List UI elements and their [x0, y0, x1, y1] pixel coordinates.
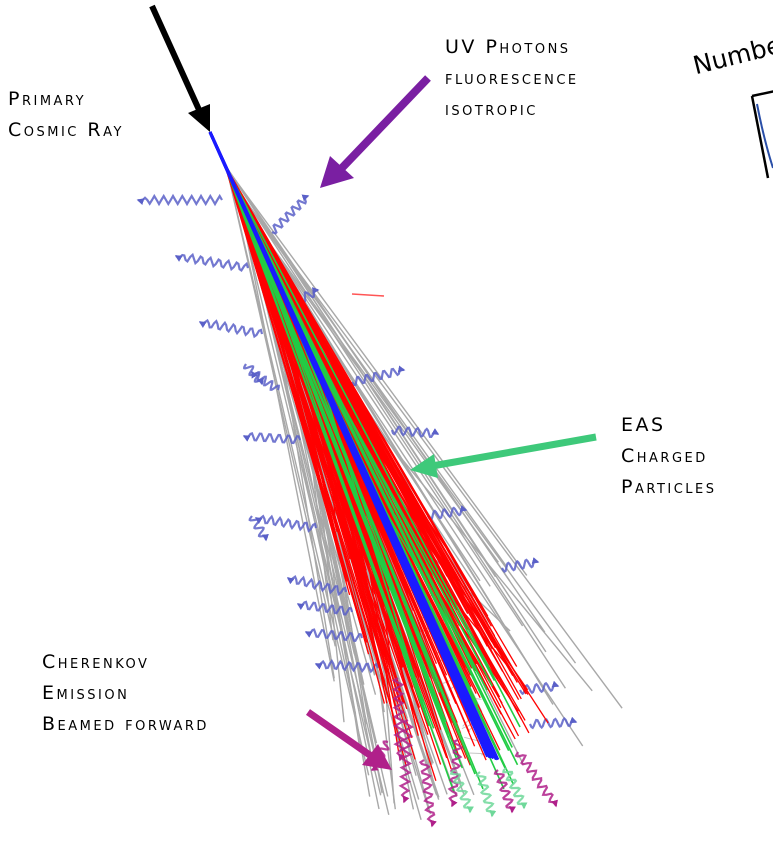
muon-track	[226, 170, 458, 759]
uv-photon	[271, 194, 310, 235]
uv-photon	[286, 575, 348, 597]
em-track	[227, 171, 489, 617]
uv-photons-label: UV Photons fluorescence isotropic	[445, 32, 579, 125]
uv-photon	[529, 716, 578, 730]
uv-photon	[198, 318, 264, 339]
em-track	[244, 210, 416, 760]
uv-photon	[304, 628, 364, 642]
muon-track	[223, 163, 435, 729]
neutral-track	[226, 170, 336, 647]
cherenkov-photon	[391, 677, 406, 762]
primary-label-line-1: Primary	[8, 88, 87, 110]
eas-label-line-3: Particles	[621, 476, 717, 498]
cherenkov-photon	[493, 769, 516, 814]
primary-arrow	[149, 4, 210, 132]
cherenkov-photon	[418, 759, 437, 828]
muon-track	[225, 167, 513, 748]
muon-track	[273, 274, 494, 687]
primary-cosmic-ray-label: Primary Cosmic Ray	[8, 84, 124, 146]
eas-charged-particles-label: EAS Charged Particles	[621, 410, 717, 503]
primary-label-line-2: Cosmic Ray	[8, 119, 124, 141]
muon-track	[284, 300, 496, 681]
neutral-track	[243, 208, 577, 664]
stray-track	[351, 293, 385, 297]
em-track	[366, 482, 519, 712]
uv-label-line-1: UV Photons	[445, 36, 571, 58]
muon-track	[302, 338, 440, 709]
uv-photon	[427, 505, 468, 522]
uv-photon	[351, 365, 406, 387]
uv-photon	[296, 600, 354, 616]
uv-photon	[136, 193, 223, 207]
muon-track	[238, 196, 484, 790]
cherenkov-label-line-3: Beamed forward	[42, 713, 209, 735]
cherenkov-photon	[447, 738, 464, 808]
uv-photon	[174, 252, 250, 272]
em-track	[227, 171, 386, 682]
neutral-track	[223, 163, 497, 578]
uv-photon	[501, 557, 540, 574]
neutral-track	[226, 170, 370, 776]
cherenkov-photon	[449, 769, 474, 814]
uv-photon-wiggles	[136, 193, 578, 730]
cherenkov-label-line-2: Emission	[42, 682, 130, 704]
cherenkov-photon	[475, 771, 497, 818]
cherenkov-photon	[514, 751, 558, 808]
uv-photon	[242, 432, 302, 445]
uv-photon	[519, 680, 560, 696]
uv-photon	[390, 425, 440, 439]
neutral-track	[233, 185, 382, 796]
eas-arrow	[410, 433, 597, 478]
eas-label-line-2: Charged	[621, 445, 708, 467]
uv-photon	[314, 658, 380, 674]
cherenkov-photon	[502, 767, 528, 810]
cherenkov-photon	[398, 719, 414, 804]
cherenkov-label-line-1: Cherenkov	[42, 651, 150, 673]
uv-label-line-2: fluorescence	[445, 67, 579, 89]
uv-label-line-3: isotropic	[445, 98, 538, 120]
uv-photon	[248, 515, 269, 542]
muon-track	[263, 253, 519, 766]
hadron-track	[208, 131, 499, 761]
neutral-track	[228, 174, 566, 689]
uv-photon	[243, 363, 265, 386]
em-track	[224, 164, 419, 724]
plot-frame-fragment	[750, 90, 773, 179]
uv-arrow	[320, 75, 431, 188]
cherenkov-emission-label: Cherenkov Emission Beamed forward	[42, 647, 209, 740]
muon-track	[223, 164, 521, 728]
cherenkov-photon-wiggles	[370, 677, 558, 828]
neutral-track	[240, 200, 524, 627]
hadronic-core-tracks	[208, 131, 500, 761]
cherenkov-arrow	[305, 709, 392, 770]
eas-label-line-1: EAS	[621, 414, 666, 436]
uv-photon	[254, 514, 318, 533]
